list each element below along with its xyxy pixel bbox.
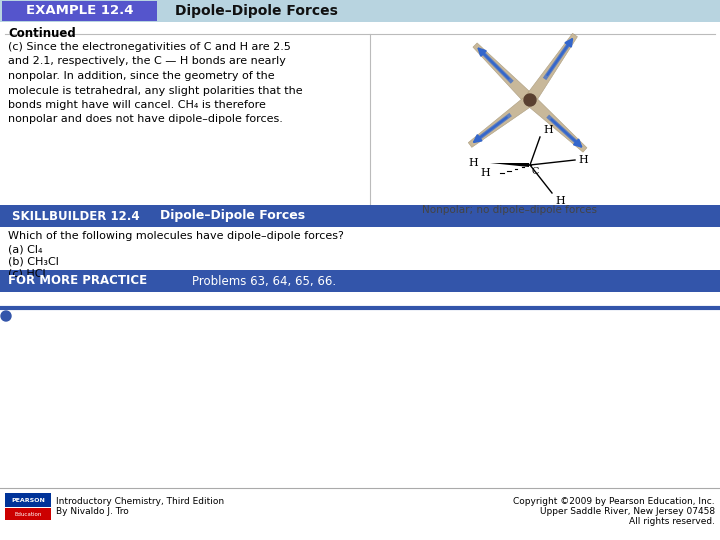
- Text: PEARSON: PEARSON: [11, 497, 45, 503]
- FancyBboxPatch shape: [0, 270, 720, 292]
- Text: molecule is tetrahedral, any slight polarities that the: molecule is tetrahedral, any slight pola…: [8, 85, 302, 96]
- Text: H: H: [468, 158, 478, 168]
- Text: H: H: [555, 196, 564, 206]
- Text: H: H: [480, 168, 490, 178]
- Polygon shape: [473, 43, 534, 104]
- FancyBboxPatch shape: [0, 205, 720, 227]
- Text: Dipole–Dipole Forces: Dipole–Dipole Forces: [160, 210, 305, 222]
- Text: All rights reserved.: All rights reserved.: [629, 517, 715, 526]
- Text: Which of the following molecules have dipole–dipole forces?: Which of the following molecules have di…: [8, 231, 344, 241]
- FancyBboxPatch shape: [2, 206, 150, 226]
- Text: Dipole–Dipole Forces: Dipole–Dipole Forces: [175, 4, 338, 18]
- Text: SKILLBUILDER 12.4: SKILLBUILDER 12.4: [12, 210, 140, 222]
- Text: Upper Saddle River, New Jersey 07458: Upper Saddle River, New Jersey 07458: [540, 507, 715, 516]
- Text: (a) Cl₄: (a) Cl₄: [8, 245, 42, 255]
- Text: bonds might have will cancel. CH₄ is therefore: bonds might have will cancel. CH₄ is the…: [8, 100, 266, 110]
- Polygon shape: [468, 95, 534, 147]
- Polygon shape: [525, 33, 577, 104]
- Text: (c) Since the electronegativities of C and H are 2.5: (c) Since the electronegativities of C a…: [8, 42, 291, 52]
- Text: H: H: [578, 155, 588, 165]
- Polygon shape: [526, 96, 587, 152]
- Polygon shape: [490, 163, 529, 167]
- Text: Nonpolar; no dipole–dipole forces: Nonpolar; no dipole–dipole forces: [423, 205, 598, 215]
- Text: and 2.1, respectively, the C — H bonds are nearly: and 2.1, respectively, the C — H bonds a…: [8, 57, 286, 66]
- Circle shape: [1, 311, 11, 321]
- FancyBboxPatch shape: [5, 508, 51, 520]
- Text: FOR MORE PRACTICE: FOR MORE PRACTICE: [8, 274, 147, 287]
- Text: By Nivaldo J. Tro: By Nivaldo J. Tro: [56, 507, 129, 516]
- Text: nonpolar. In addition, since the geometry of the: nonpolar. In addition, since the geometr…: [8, 71, 274, 81]
- FancyBboxPatch shape: [5, 493, 51, 507]
- FancyBboxPatch shape: [2, 1, 157, 21]
- Circle shape: [524, 94, 536, 106]
- Text: Introductory Chemistry, Third Edition: Introductory Chemistry, Third Edition: [56, 497, 224, 506]
- Text: (b) CH₃Cl: (b) CH₃Cl: [8, 257, 59, 267]
- Text: Continued: Continued: [8, 27, 76, 40]
- Text: C: C: [532, 167, 539, 176]
- Text: Education: Education: [14, 511, 42, 516]
- Text: H: H: [543, 125, 553, 135]
- Text: EXAMPLE 12.4: EXAMPLE 12.4: [26, 4, 134, 17]
- Text: Copyright ©2009 by Pearson Education, Inc.: Copyright ©2009 by Pearson Education, In…: [513, 497, 715, 506]
- Text: nonpolar and does not have dipole–dipole forces.: nonpolar and does not have dipole–dipole…: [8, 114, 283, 125]
- FancyBboxPatch shape: [0, 0, 720, 22]
- Text: (c) HCl: (c) HCl: [8, 269, 45, 279]
- Text: Problems 63, 64, 65, 66.: Problems 63, 64, 65, 66.: [192, 274, 336, 287]
